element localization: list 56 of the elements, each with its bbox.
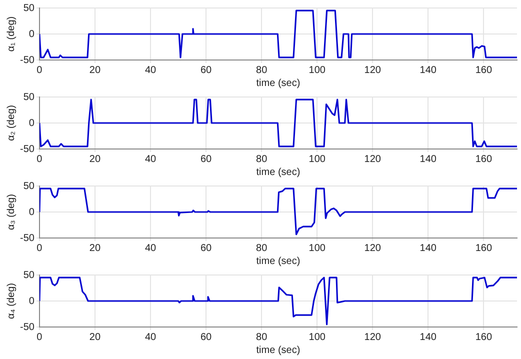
x-tick-label: 160 (475, 154, 492, 165)
y-axis-title: α₃ (deg) (6, 194, 17, 230)
x-tick-label: 120 (364, 332, 382, 343)
x-tick-label: 140 (420, 64, 437, 76)
y-axis-title: α₂ (deg) (6, 105, 17, 141)
y-tick-label: 0 (28, 118, 35, 129)
x-tick-label: 0 (36, 64, 43, 76)
x-tick-label: 60 (200, 154, 212, 165)
x-tick-label: 60 (200, 332, 212, 343)
y-tick-label: 50 (23, 92, 35, 103)
y-tick-label: 0 (28, 206, 35, 218)
x-tick-label: 0 (36, 332, 43, 343)
y-tick-label: -50 (20, 232, 35, 244)
x-tick-label: 40 (144, 242, 157, 254)
x-tick-label: 160 (475, 64, 492, 76)
x-tick-label: 20 (89, 242, 101, 254)
x-tick-label: 140 (420, 332, 437, 343)
x-tick-label: 0 (36, 242, 43, 254)
x-tick-label: 20 (89, 64, 101, 76)
x-tick-label: 60 (200, 242, 212, 254)
y-tick-label: 50 (23, 270, 35, 281)
y-tick-label: 0 (28, 296, 35, 307)
x-tick-label: 140 (420, 154, 437, 165)
x-tick-label: 80 (256, 154, 268, 165)
x-tick-label: 80 (256, 242, 268, 254)
y-tick-label: -50 (20, 144, 35, 155)
x-tick-label: 80 (256, 64, 268, 76)
x-tick-label: 0 (36, 154, 43, 165)
x-tick-label: 40 (144, 64, 157, 76)
x-tick-label: 100 (308, 154, 326, 165)
x-tick-label: 120 (364, 64, 382, 76)
y-tick-label: -50 (20, 322, 35, 333)
x-tick-label: 100 (308, 332, 326, 343)
y-tick-label: 50 (23, 2, 35, 14)
x-tick-label: 20 (89, 332, 101, 343)
y-axis-title: α₄ (deg) (6, 283, 17, 319)
x-tick-label: 80 (256, 332, 268, 343)
x-tick-label: 160 (475, 332, 492, 343)
x-tick-label: 120 (364, 242, 382, 254)
x-axis-title: time (sec) (256, 166, 300, 178)
x-tick-label: 160 (475, 242, 492, 254)
x-tick-label: 40 (144, 154, 157, 165)
y-tick-label: 0 (28, 28, 35, 40)
x-axis-title: time (sec) (256, 344, 300, 356)
x-tick-label: 40 (144, 332, 157, 343)
y-tick-label: -50 (20, 54, 35, 66)
x-tick-label: 140 (420, 242, 437, 254)
x-tick-label: 100 (308, 64, 326, 76)
x-tick-label: 60 (200, 64, 212, 76)
x-tick-label: 20 (89, 154, 101, 165)
y-axis-title: α₁ (deg) (6, 16, 17, 52)
x-tick-label: 120 (364, 154, 382, 165)
y-tick-label: 50 (23, 180, 35, 192)
x-tick-label: 100 (308, 242, 326, 254)
x-axis-title: time (sec) (256, 256, 300, 267)
x-axis-title: time (sec) (256, 78, 300, 89)
